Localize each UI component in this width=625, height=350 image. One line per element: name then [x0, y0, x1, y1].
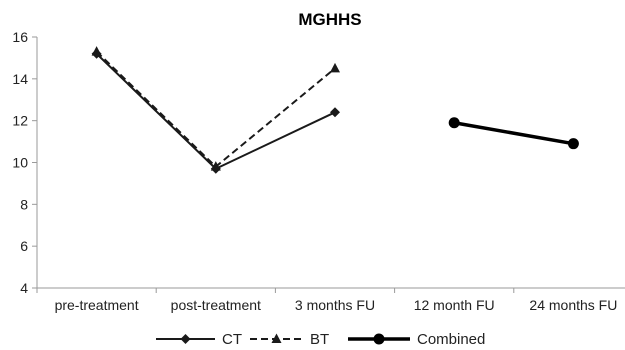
y-tick-label: 6	[20, 238, 28, 254]
data-point-circle	[373, 333, 385, 345]
x-tick-label: post-treatment	[171, 297, 261, 313]
y-tick-label: 16	[12, 29, 28, 45]
legend-label: Combined	[417, 331, 485, 348]
data-point-diamond	[330, 107, 340, 118]
legend-label: BT	[310, 331, 329, 348]
legend-label: CT	[222, 331, 242, 348]
series-ct	[91, 48, 340, 174]
x-tick-label: pre-treatment	[55, 297, 139, 313]
data-point-circle	[448, 117, 460, 129]
x-tick-label: 12 month FU	[414, 297, 495, 313]
legend-item-ct: CT	[156, 331, 242, 348]
data-point-circle	[567, 138, 579, 150]
y-tick-label: 12	[12, 113, 28, 129]
legend-item-combined: Combined	[348, 331, 485, 348]
x-ticks: pre-treatment post-treatment 3 months FU 12…	[36, 288, 617, 313]
y-tick-label: 10	[12, 155, 28, 171]
x-tick-label: 3 months FU	[295, 297, 375, 313]
legend: CT BT Combined	[156, 331, 485, 348]
data-point-diamond	[180, 334, 191, 344]
data-point-triangle	[271, 333, 282, 343]
y-tick-label: 4	[20, 280, 28, 296]
data-point-triangle	[210, 161, 221, 171]
series-line	[95, 53, 336, 170]
data-point-triangle	[91, 46, 102, 56]
series-group	[91, 46, 579, 174]
y-tick-label: 14	[12, 71, 28, 87]
series-line	[453, 121, 574, 146]
x-tick-label: 24 months FU	[529, 297, 617, 313]
chart-title: MGHHS	[298, 10, 361, 29]
legend-item-bt: BT	[250, 331, 329, 348]
series-combined	[448, 117, 579, 150]
series-line	[95, 50, 336, 168]
series-bt	[91, 46, 340, 171]
data-point-triangle	[330, 62, 340, 73]
y-tick-label: 8	[20, 196, 28, 212]
y-ticks: 4 6 8 10 12 14 16	[12, 29, 37, 296]
